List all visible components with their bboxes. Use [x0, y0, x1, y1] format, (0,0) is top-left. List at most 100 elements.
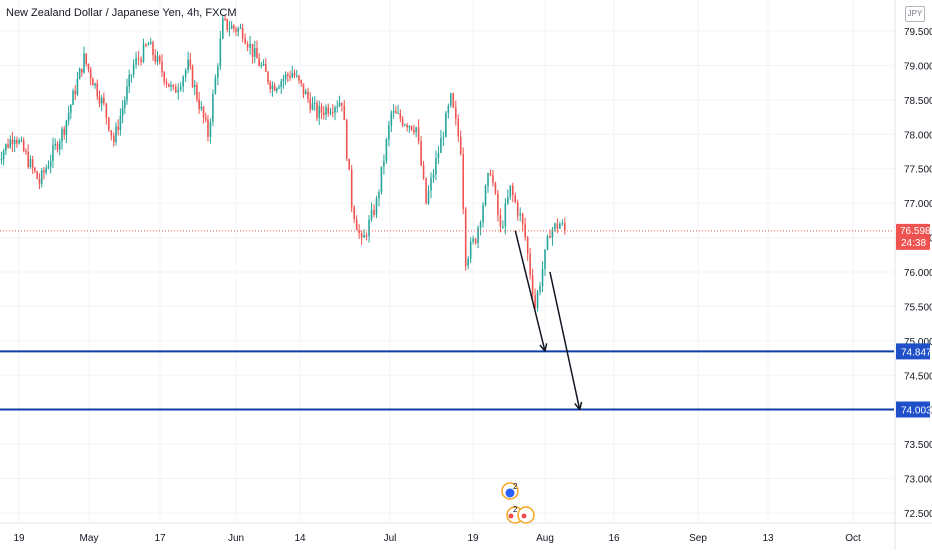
candle-body: [502, 226, 504, 227]
candle-body: [433, 174, 435, 178]
candle-body: [115, 127, 117, 142]
time-tick-label: Sep: [689, 533, 707, 544]
candle-body: [510, 186, 512, 198]
candle-body: [267, 72, 269, 82]
candle-body: [391, 113, 393, 126]
candle-body: [274, 86, 276, 91]
candle-body: [215, 78, 217, 94]
candle-body: [152, 42, 154, 55]
event-markers[interactable]: 2 2: [500, 481, 540, 527]
candle-body: [161, 62, 163, 73]
candle-body: [472, 239, 474, 242]
candle-body: [280, 81, 282, 87]
candle-body: [517, 202, 519, 215]
candle-body: [307, 91, 309, 98]
candle-body: [48, 166, 50, 168]
candle-body: [131, 75, 133, 76]
candle-body: [263, 64, 265, 65]
earnings-count: 2: [513, 505, 518, 514]
dividend-count: 2: [513, 482, 518, 491]
candle-body: [143, 44, 145, 62]
candle-body: [323, 112, 325, 114]
candle-body: [373, 210, 375, 215]
candle-body: [505, 204, 507, 227]
candle-body: [557, 223, 559, 228]
candle-body: [397, 113, 399, 114]
candle-body: [122, 108, 124, 116]
currency-badge[interactable]: JPY: [905, 6, 925, 22]
candle-body: [244, 39, 246, 44]
candle-body: [157, 56, 159, 62]
candle-body: [378, 192, 380, 199]
candle-body: [495, 183, 497, 193]
candle-body: [366, 235, 368, 236]
candle-body: [361, 233, 363, 237]
candle-body: [196, 85, 198, 99]
candle-body: [564, 223, 566, 230]
candle-body: [500, 215, 502, 227]
candle-body: [135, 58, 137, 64]
candle-body: [96, 83, 98, 96]
candle-body: [138, 58, 140, 59]
candle-body: [25, 151, 27, 152]
candle-body: [544, 249, 546, 269]
candle-body: [111, 130, 113, 135]
candle-body: [117, 127, 119, 130]
candle-body: [351, 170, 353, 208]
candle-body: [507, 197, 509, 203]
candle-body: [3, 151, 5, 159]
current-price-countdown: 24:38: [901, 238, 926, 249]
candle-body: [303, 83, 305, 94]
time-tick-label: 16: [608, 533, 620, 544]
candle-body: [376, 199, 378, 215]
candle-body: [455, 107, 457, 118]
candle-body: [381, 166, 383, 192]
candle-body: [124, 100, 126, 108]
candle-body: [395, 111, 397, 113]
candle-body: [198, 99, 200, 108]
candle-body: [12, 139, 14, 144]
candle-body: [339, 103, 341, 107]
candle-body: [336, 106, 338, 107]
candle-body: [514, 195, 516, 202]
candle-body: [358, 230, 360, 233]
candle-body: [226, 19, 228, 30]
candle-body: [222, 19, 224, 39]
candle-body: [346, 120, 348, 159]
current-price-value: 76.598: [900, 226, 931, 237]
candle-body: [519, 214, 521, 216]
candle-body: [21, 140, 23, 141]
candle-body: [41, 171, 43, 184]
candle-body: [492, 175, 494, 183]
candle-body: [30, 159, 32, 167]
candle-body: [460, 136, 462, 154]
candle-body: [36, 171, 38, 178]
candle-body: [34, 168, 36, 172]
candle-body: [368, 220, 370, 236]
candle-body: [5, 144, 7, 151]
candle-body: [50, 161, 52, 167]
candle-body: [192, 66, 194, 87]
price-tick-label: 73.500: [904, 440, 932, 451]
candle-body: [547, 236, 549, 249]
candle-body: [175, 87, 177, 93]
candle-body: [90, 69, 92, 78]
candle-body: [229, 29, 231, 30]
candle-body: [448, 106, 450, 113]
candle-body: [549, 236, 551, 238]
candle-body: [256, 48, 258, 58]
candle-body: [430, 178, 432, 191]
candle-body: [182, 77, 184, 86]
candle-body: [294, 73, 296, 76]
candle-body: [512, 186, 514, 196]
candle-body: [272, 86, 274, 89]
candle-body: [457, 119, 459, 137]
chart-title: New Zealand Dollar / Japanese Yen, 4h, F…: [6, 7, 237, 19]
candle-body: [163, 72, 165, 81]
candle-body: [420, 141, 422, 165]
price-tick-label: 72.500: [904, 509, 932, 520]
candle-body: [168, 84, 170, 87]
candle-body: [300, 80, 302, 83]
